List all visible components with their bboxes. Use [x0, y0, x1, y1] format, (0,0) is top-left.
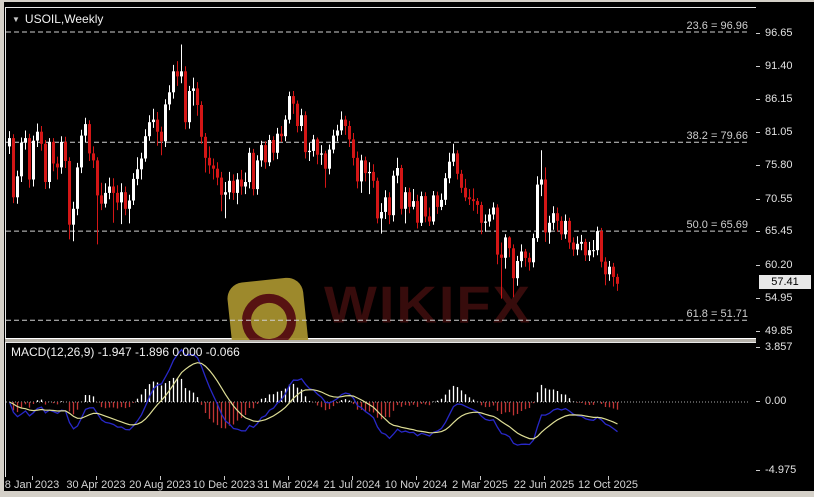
- price-axis-label: 75.80: [765, 159, 793, 171]
- price-axis-label: 81.05: [765, 126, 793, 138]
- price-axis-label: 70.55: [765, 193, 793, 205]
- price-axis[interactable]: 57.41 96.65 91.40 86.15 81.05 75.80 70.55 65.4…: [756, 2, 814, 491]
- macd-axis-tick: [756, 347, 760, 348]
- date-tick: [608, 476, 609, 480]
- date-axis-label: 22 Jun 2025: [513, 479, 575, 491]
- macd-panel[interactable]: MACD(12,26,9) -1.947 -1.896 0.000 -0.066: [5, 342, 757, 478]
- price-axis-label: 86.15: [765, 93, 793, 105]
- date-tick: [416, 476, 417, 480]
- symbol-text: USOIL,Weekly: [24, 12, 104, 26]
- macd-indicator-label: MACD(12,26,9) -1.947 -1.896 0.000 -0.066: [11, 345, 240, 359]
- symbol-label: ▼ USOIL,Weekly: [12, 12, 103, 26]
- date-tick: [224, 476, 225, 480]
- chevron-down-icon[interactable]: ▼: [12, 14, 20, 24]
- date-axis-label: 10 Nov 2024: [384, 479, 448, 491]
- date-axis-label: 31 Mar 2024: [257, 479, 319, 491]
- fib-lines: 23.6 = 96.96 38.2 = 79.66 50.0 = 65.69 61.8…: [6, 20, 750, 321]
- date-axis-label: 12 Oct 2025: [578, 479, 638, 491]
- date-tick: [544, 476, 545, 480]
- price-tick: [756, 99, 760, 100]
- price-tick: [756, 231, 760, 232]
- fib-level-label: 23.6 = 96.96: [687, 20, 748, 32]
- date-tick: [288, 476, 289, 480]
- date-axis-label: 2 Mar 2025: [452, 479, 508, 491]
- price-axis-label: 60.20: [765, 259, 793, 271]
- current-price-tag: 57.41: [759, 275, 811, 289]
- price-axis-label: 49.85: [765, 325, 793, 337]
- price-tick: [756, 199, 760, 200]
- price-tick: [756, 265, 760, 266]
- date-tick: [160, 476, 161, 480]
- price-tick: [756, 165, 760, 166]
- price-axis-label: 65.45: [765, 225, 793, 237]
- date-axis-label: 8 Jan 2023: [4, 479, 60, 491]
- macd-signal-line: [9, 362, 618, 440]
- fib-level-label: 38.2 = 79.66: [687, 130, 748, 142]
- macd-axis-label: 0.00: [765, 395, 787, 407]
- date-axis-label: 20 Aug 2023: [129, 479, 191, 491]
- macd-histogram: [12, 377, 619, 429]
- candles-series: [8, 44, 619, 299]
- price-axis-label: 91.40: [765, 60, 793, 72]
- macd-axis-label: -4.975: [765, 464, 797, 476]
- watermark-text: WIKIFX: [324, 275, 532, 334]
- date-axis[interactable]: 8 Jan 2023 30 Apr 2023 20 Aug 2023 10 Dec 2…: [4, 476, 814, 491]
- macd-canvas[interactable]: [6, 343, 756, 477]
- date-axis-label: 10 Dec 2023: [192, 479, 256, 491]
- price-axis-label: 96.65: [765, 27, 793, 39]
- date-tick: [32, 476, 33, 480]
- macd-axis-tick: [756, 401, 760, 402]
- price-axis-label: 54.95: [765, 292, 793, 304]
- price-tick: [756, 132, 760, 133]
- price-chart-panel[interactable]: ▼ USOIL,Weekly WIKIFX 23.6 = 96.96 38.2 =…: [5, 7, 758, 340]
- macd-axis-label: 3.857: [765, 341, 793, 353]
- macd-axis-tick: [756, 470, 760, 471]
- price-tick: [756, 33, 760, 34]
- fib-level-label: 50.0 = 65.69: [687, 219, 748, 231]
- date-tick: [480, 476, 481, 480]
- price-tick: [756, 331, 760, 332]
- watermark: WIKIFX: [6, 8, 758, 340]
- date-axis-label: 21 Jul 2024: [323, 479, 381, 491]
- date-axis-label: 30 Apr 2023: [66, 479, 126, 491]
- price-tick: [756, 298, 760, 299]
- macd-main-line: [8, 348, 618, 446]
- date-tick: [96, 476, 97, 480]
- fib-level-label: 61.8 = 51.71: [687, 308, 748, 320]
- chart-window: ▼ USOIL,Weekly WIKIFX 23.6 = 96.96 38.2 =…: [4, 2, 814, 491]
- price-tick: [756, 66, 760, 67]
- date-tick: [352, 476, 353, 480]
- price-chart-canvas[interactable]: 23.6 = 96.96 38.2 = 79.66 50.0 = 65.69 61.8…: [6, 8, 756, 338]
